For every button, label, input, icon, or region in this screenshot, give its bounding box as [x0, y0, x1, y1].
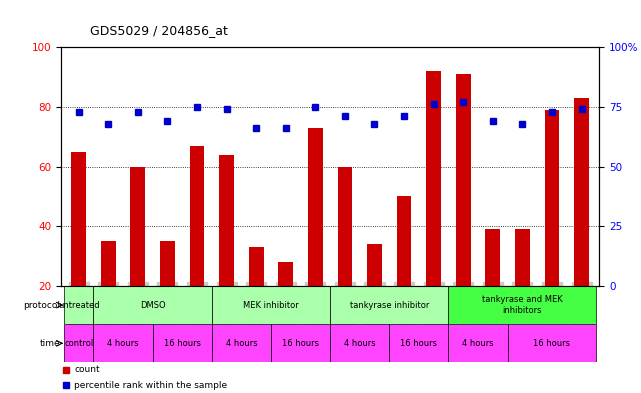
Bar [367, 244, 382, 286]
Bar [389, 324, 449, 362]
Text: time: time [40, 339, 61, 348]
Bar [71, 152, 86, 286]
Bar [308, 128, 322, 286]
Bar [330, 324, 389, 362]
Bar [545, 110, 560, 286]
Text: protocol: protocol [24, 301, 61, 310]
Bar [101, 241, 115, 286]
Bar [397, 196, 412, 286]
Text: count: count [74, 365, 100, 374]
Bar [153, 324, 212, 362]
Text: 16 hours: 16 hours [533, 339, 570, 348]
Bar [212, 324, 271, 362]
Text: 4 hours: 4 hours [344, 339, 376, 348]
Bar [278, 262, 293, 286]
Bar [449, 324, 508, 362]
Bar [485, 229, 500, 286]
Text: untreated: untreated [58, 301, 99, 310]
Text: GDS5029 / 204856_at: GDS5029 / 204856_at [90, 24, 228, 37]
Text: tankyrase inhibitor: tankyrase inhibitor [349, 301, 429, 310]
Text: 4 hours: 4 hours [107, 339, 139, 348]
Bar [212, 286, 330, 324]
Bar [515, 229, 530, 286]
Text: tankyrase and MEK
inhibitors: tankyrase and MEK inhibitors [482, 296, 563, 315]
Bar [64, 324, 94, 362]
Text: 16 hours: 16 hours [163, 339, 201, 348]
Text: 16 hours: 16 hours [282, 339, 319, 348]
Text: MEK inhibitor: MEK inhibitor [243, 301, 299, 310]
Text: 16 hours: 16 hours [401, 339, 437, 348]
Text: 4 hours: 4 hours [226, 339, 257, 348]
Bar [64, 286, 94, 324]
Bar [160, 241, 175, 286]
Bar [508, 324, 596, 362]
Text: 4 hours: 4 hours [462, 339, 494, 348]
Bar [190, 146, 204, 286]
Bar [130, 167, 146, 286]
Bar [94, 286, 212, 324]
Text: percentile rank within the sample: percentile rank within the sample [74, 381, 228, 390]
Bar [271, 324, 330, 362]
Bar [219, 154, 234, 286]
Bar [330, 286, 449, 324]
Bar [94, 324, 153, 362]
Bar [338, 167, 353, 286]
Text: control: control [64, 339, 94, 348]
Text: DMSO: DMSO [140, 301, 165, 310]
Bar [449, 286, 596, 324]
Bar [574, 98, 589, 286]
Bar [249, 247, 263, 286]
Bar [426, 71, 441, 286]
Bar [456, 74, 470, 286]
